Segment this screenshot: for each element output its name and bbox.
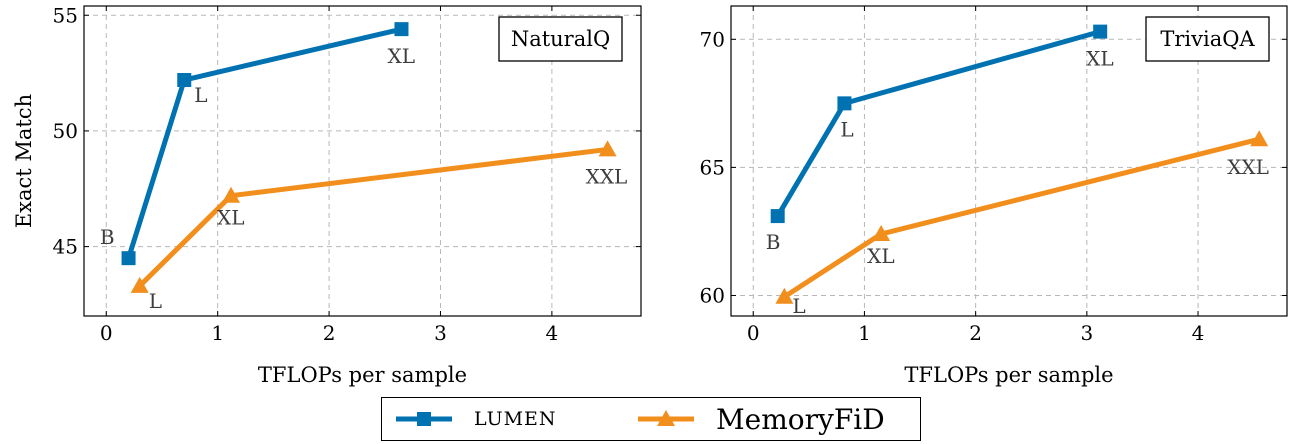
data-point-marker: [394, 22, 409, 37]
legend-item-memoryfid: MemoryFiD: [634, 398, 885, 440]
data-point-label: B: [100, 225, 115, 249]
legend-label-lumen: LUMEN: [474, 408, 557, 430]
legend-label-memoryfid: MemoryFiD: [716, 402, 885, 436]
x-tick-label: 1: [211, 321, 224, 345]
legend-lumen-swatch: [396, 412, 452, 426]
chart-panel-1: 0 1 2 3 4 45 50 55 TFLOPs per sample Exact Match B…: [12, 3, 642, 387]
plot-frame: [730, 5, 1288, 317]
chart-panel-2: 0 1 2 3 4 60 65 70 TFLOPs per sample B L XL L XL XXL Tr…: [700, 5, 1288, 387]
series-line: [781, 136, 1262, 300]
title-box: [498, 16, 623, 62]
data-point-marker: [775, 287, 794, 304]
series-line: [775, 29, 1103, 219]
data-point-marker: [222, 186, 241, 203]
series-line: [126, 26, 404, 261]
legend-memoryfid-swatch: [638, 410, 694, 426]
data-point-marker: [837, 96, 852, 111]
data-point-label: XXL: [586, 164, 628, 188]
y-tick-label: 45: [53, 235, 78, 259]
chart-title: TriviaQA: [1160, 27, 1255, 51]
data-point-label: L: [840, 117, 853, 141]
data-point-marker: [1093, 24, 1108, 39]
data-point-label: XL: [217, 206, 245, 230]
legend-item-lumen: LUMEN: [392, 398, 557, 440]
x-tick-label: 0: [747, 321, 760, 345]
data-point-label: XXL: [1227, 155, 1269, 179]
series-line: [137, 146, 611, 289]
title-box: [1145, 16, 1270, 62]
data-point-marker: [770, 209, 785, 224]
x-tick-label: 4: [1192, 321, 1205, 345]
data-point-marker: [177, 73, 192, 88]
data-point-marker: [130, 276, 149, 293]
x-tick-label: 2: [969, 321, 982, 345]
x-tick-label: 3: [1080, 321, 1093, 345]
x-axis-label: TFLOPs per sample: [258, 363, 467, 387]
data-point-label: XL: [867, 244, 895, 268]
data-point-marker: [1250, 130, 1269, 147]
data-point-label: L: [194, 83, 207, 107]
y-tick-label: 50: [53, 119, 78, 143]
data-point-label: XL: [387, 44, 415, 68]
data-point-marker: [872, 225, 891, 242]
x-tick-label: 4: [546, 321, 559, 345]
legend: LUMEN MemoryFiD: [381, 397, 921, 441]
data-point-label: XL: [1086, 47, 1114, 71]
x-tick-label: 2: [323, 321, 336, 345]
series-lumen: B L XL: [766, 24, 1114, 254]
data-point-label: L: [149, 289, 162, 313]
y-axis-label: Exact Match: [12, 94, 36, 228]
chart-title: NaturalQ: [511, 27, 610, 51]
y-tick-label: 55: [53, 3, 78, 27]
x-tick-label: 0: [100, 321, 113, 345]
data-point-marker: [121, 251, 136, 266]
data-point-marker: [598, 140, 617, 157]
y-tick-label: 65: [700, 155, 725, 179]
series-memoryfid: L XL XXL: [130, 140, 628, 313]
plot-frame: [83, 5, 642, 317]
x-axis-label: TFLOPs per sample: [904, 363, 1113, 387]
data-point-label: L: [792, 294, 805, 318]
series-lumen: B L XL: [100, 22, 415, 266]
series-memoryfid: L XL XXL: [775, 130, 1269, 318]
data-point-label: B: [766, 230, 781, 254]
x-tick-label: 1: [858, 321, 871, 345]
y-tick-label: 70: [700, 27, 725, 51]
y-tick-label: 60: [700, 284, 725, 308]
x-tick-label: 3: [434, 321, 447, 345]
